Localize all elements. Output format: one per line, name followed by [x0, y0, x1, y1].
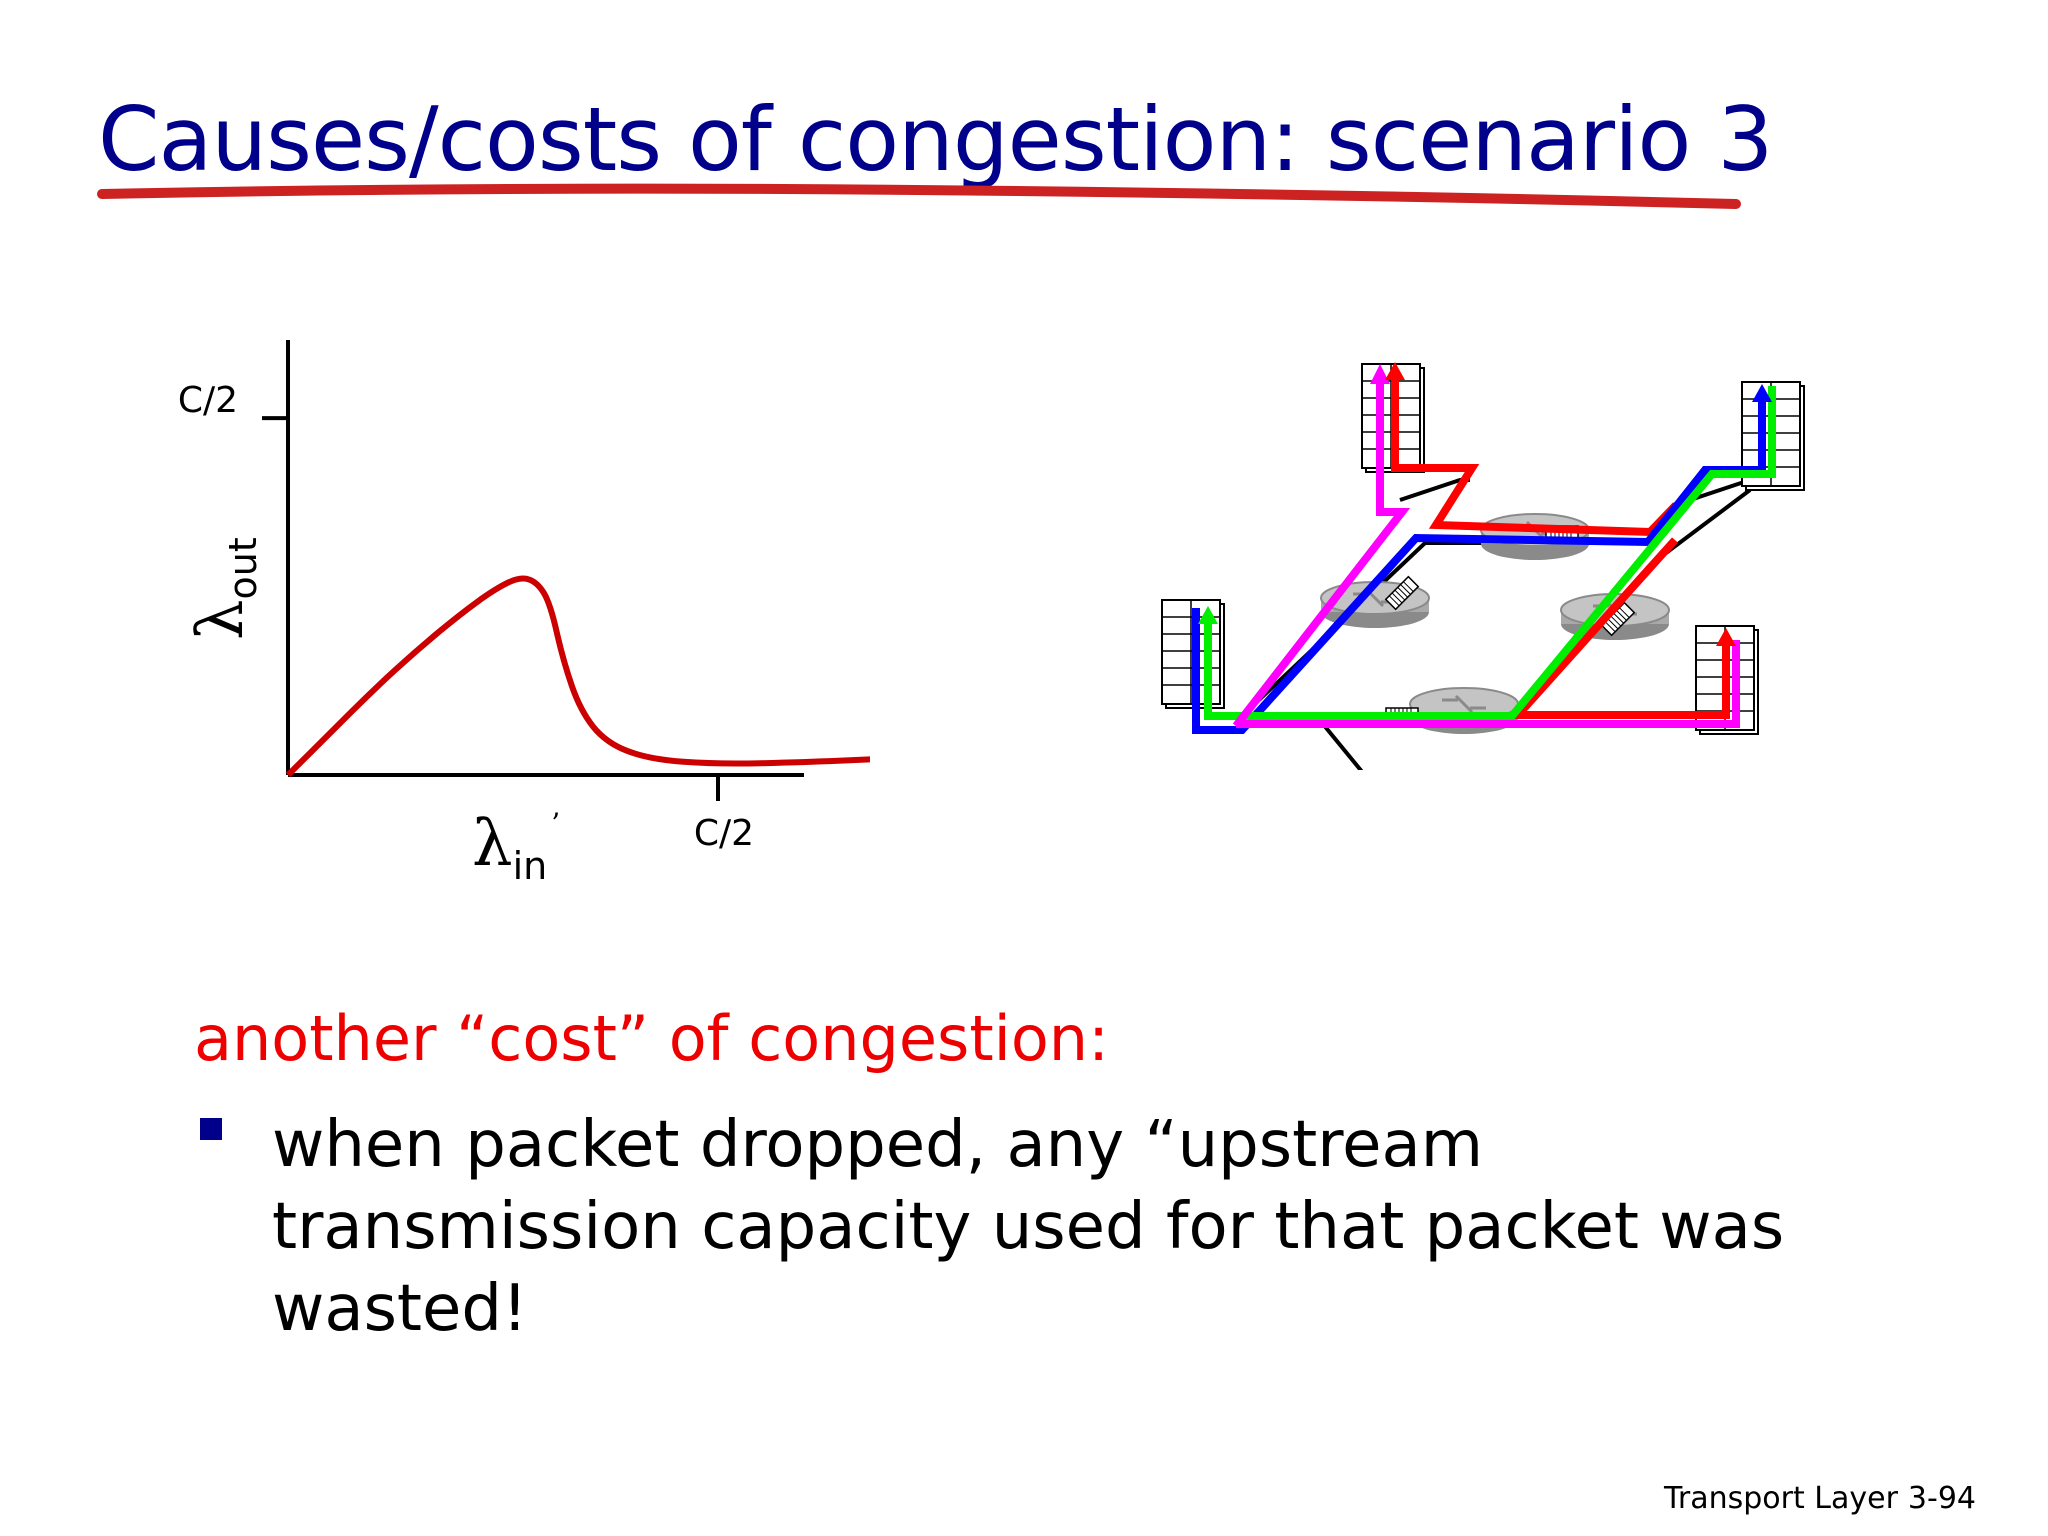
x-tick-label: C/2 — [694, 813, 754, 854]
title-underline — [97, 183, 1741, 209]
footer-section: Transport Layer — [1663, 1481, 1898, 1516]
slide-title: Causes/costs of congestion: scenario 3 — [98, 88, 1773, 191]
subhead: another “cost” of congestion: — [194, 1002, 1109, 1075]
x-axis-label-sub: in — [513, 844, 548, 888]
flow-red-2 — [1509, 537, 1730, 719]
arrowhead-green — [1198, 606, 1218, 624]
flow-magenta — [1232, 380, 1411, 729]
flow-green — [1204, 386, 1776, 720]
slide-footer: Transport Layer 3-94 — [1654, 1481, 1976, 1516]
y-tick-label: C/2 — [178, 380, 238, 421]
footer-page: 3-94 — [1907, 1481, 1976, 1516]
y-axis-label: λout — [184, 537, 265, 640]
bullet-text: when packet dropped, any “upstream trans… — [272, 1108, 1785, 1346]
throughput-chart: C/2 C/2 λout λin’ — [178, 340, 870, 888]
bullet-item: when packet dropped, any “upstream trans… — [200, 1104, 1840, 1350]
x-axis-label: λin’ — [472, 807, 560, 888]
y-axis-label-lambda: λ — [184, 599, 258, 640]
series-line — [285, 575, 870, 778]
network-diagram — [1161, 362, 1805, 770]
bullet-list: when packet dropped, any “upstream trans… — [200, 1104, 1840, 1350]
arrowhead-red — [1385, 362, 1405, 380]
bullet-marker — [200, 1118, 222, 1140]
x-axis-label-lambda: λ — [472, 807, 513, 881]
arrowhead-red-2 — [1716, 628, 1736, 646]
flow-red — [1391, 377, 1679, 537]
arrowhead-blue — [1752, 384, 1772, 402]
arrowhead-magenta — [1370, 364, 1390, 384]
y-axis-label-sub: out — [221, 537, 265, 599]
flow-magenta-2 — [1236, 640, 1740, 728]
x-axis-label-prime: ’ — [551, 807, 560, 840]
